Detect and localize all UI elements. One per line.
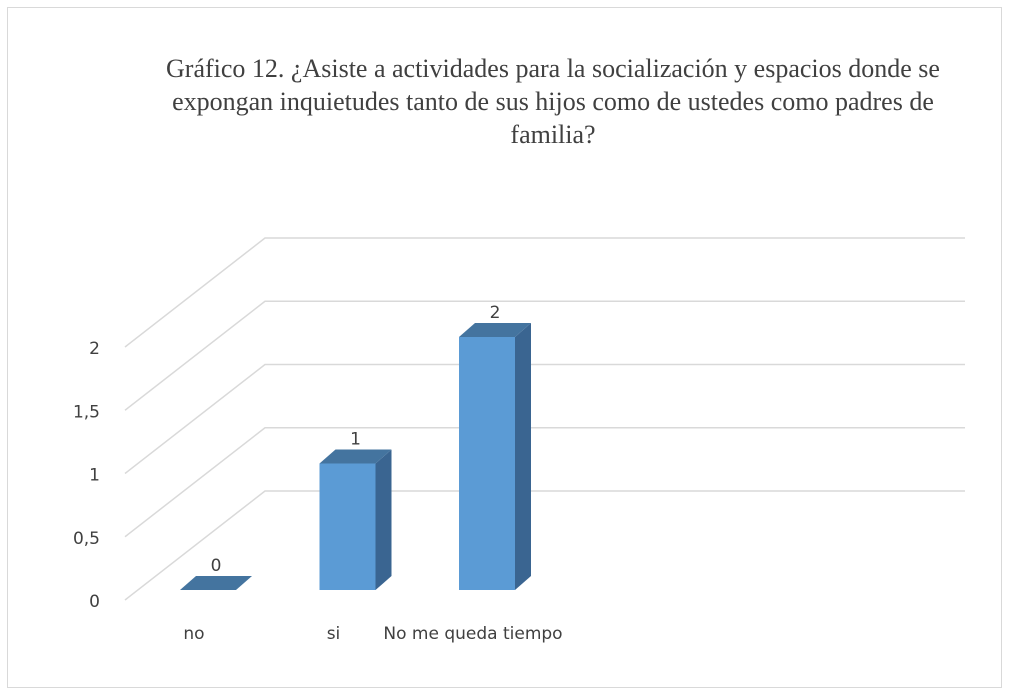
- y-tick-label: 2: [89, 339, 100, 359]
- x-tick-label: si: [327, 624, 341, 644]
- data-label: 2: [490, 303, 501, 323]
- x-tick-label: no: [183, 624, 204, 644]
- grid-line: [124, 300, 965, 411]
- y-tick-label: 1: [89, 466, 100, 486]
- bar: [459, 323, 531, 590]
- data-label: 1: [350, 430, 361, 450]
- x-tick-label: No me queda tiempo: [383, 624, 562, 644]
- grid-line: [124, 490, 965, 601]
- y-tick-label: 1,5: [73, 402, 100, 422]
- chart-title: Gráfico 12. ¿Asiste a actividades para l…: [166, 54, 940, 149]
- chart-border: [7, 7, 1002, 688]
- grid-line: [124, 427, 965, 538]
- y-tick-label: 0: [89, 592, 100, 612]
- data-label: 0: [211, 556, 222, 576]
- bar-top: [180, 576, 252, 590]
- bar: [319, 449, 392, 590]
- bar-front: [319, 463, 376, 590]
- grid-line: [124, 363, 965, 475]
- bar: [180, 576, 252, 590]
- grid-line: [124, 237, 965, 348]
- y-tick-label: 0,5: [73, 529, 100, 549]
- bar-front: [459, 337, 515, 590]
- bar-side: [375, 449, 392, 590]
- bar-top: [319, 449, 392, 464]
- bar-top: [459, 323, 531, 337]
- bar-side: [515, 323, 531, 590]
